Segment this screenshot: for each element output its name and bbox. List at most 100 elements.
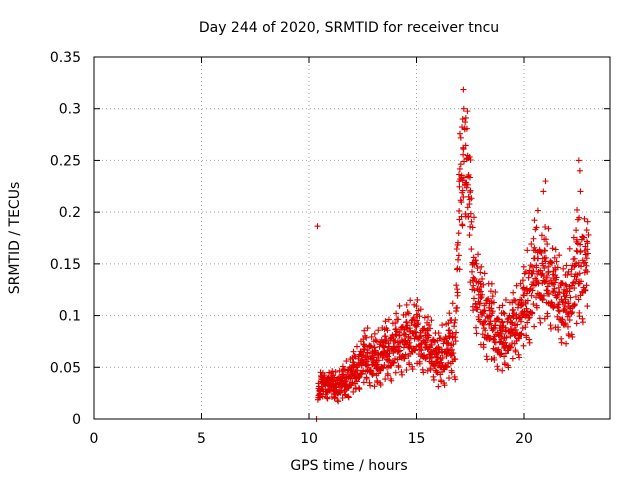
data-point xyxy=(530,268,537,275)
data-point xyxy=(530,235,537,242)
data-point xyxy=(482,327,489,334)
data-point xyxy=(472,257,479,264)
data-point xyxy=(584,218,591,225)
data-point xyxy=(406,359,413,366)
data-point xyxy=(403,318,410,325)
plot-frame xyxy=(93,56,611,420)
data-point xyxy=(555,301,562,308)
data-point xyxy=(498,336,505,343)
data-point xyxy=(421,314,428,321)
data-point xyxy=(475,251,482,258)
data-point xyxy=(390,360,397,367)
data-point xyxy=(533,224,540,231)
data-point xyxy=(354,367,361,374)
y-tick-label: 0.35 xyxy=(50,50,81,66)
data-point xyxy=(437,377,444,384)
data-point xyxy=(457,161,464,168)
data-point xyxy=(363,374,370,381)
data-point xyxy=(583,262,590,269)
data-point xyxy=(452,338,459,345)
data-point xyxy=(576,167,583,174)
data-point xyxy=(572,293,579,300)
data-point xyxy=(479,275,486,282)
data-point xyxy=(367,367,374,374)
data-point xyxy=(459,177,466,184)
data-point xyxy=(544,241,551,248)
data-point xyxy=(470,295,477,302)
data-point xyxy=(546,291,553,298)
y-tick-label: 0.2 xyxy=(59,205,81,221)
data-point xyxy=(397,347,404,354)
data-point xyxy=(458,199,465,206)
data-point xyxy=(571,263,578,270)
data-point xyxy=(404,309,411,316)
data-point xyxy=(576,214,583,221)
data-point xyxy=(499,302,506,309)
data-point xyxy=(548,259,555,266)
data-point xyxy=(529,287,536,294)
data-point xyxy=(424,367,431,374)
data-point xyxy=(464,204,471,211)
data-point xyxy=(477,269,484,276)
data-point xyxy=(561,306,568,313)
data-point xyxy=(549,260,556,267)
data-point xyxy=(477,300,484,307)
data-point xyxy=(375,357,382,364)
data-point xyxy=(491,354,498,361)
data-point xyxy=(573,320,580,327)
data-point xyxy=(428,341,435,348)
data-point xyxy=(363,358,370,365)
data-point xyxy=(416,313,423,320)
data-point xyxy=(441,382,448,389)
y-tick-label: 0.1 xyxy=(59,309,81,325)
data-point xyxy=(528,241,535,248)
data-point xyxy=(363,334,370,341)
data-point xyxy=(558,339,565,346)
data-point xyxy=(437,335,444,342)
data-point xyxy=(568,310,575,317)
data-point xyxy=(564,271,571,278)
data-point xyxy=(531,323,538,330)
data-point xyxy=(403,367,410,374)
data-point xyxy=(456,183,463,190)
data-point xyxy=(413,303,420,310)
data-point xyxy=(559,280,566,287)
data-point xyxy=(566,285,573,292)
data-point xyxy=(467,210,474,217)
data-point xyxy=(420,369,427,376)
data-point xyxy=(582,287,589,294)
data-point xyxy=(454,239,461,246)
data-point xyxy=(463,184,470,191)
data-point xyxy=(385,353,392,360)
data-point xyxy=(548,325,555,332)
data-point xyxy=(540,188,547,195)
data-point xyxy=(566,317,573,324)
data-point xyxy=(371,344,378,351)
data-point xyxy=(542,247,549,254)
data-point xyxy=(418,347,425,354)
data-point xyxy=(358,371,365,378)
data-point xyxy=(551,285,558,292)
data-point xyxy=(449,346,456,353)
data-point xyxy=(384,370,391,377)
data-point xyxy=(556,308,563,315)
data-point xyxy=(495,316,502,323)
data-point xyxy=(373,338,380,345)
data-point xyxy=(371,330,378,337)
data-point xyxy=(445,320,452,327)
data-point xyxy=(548,299,555,306)
data-point xyxy=(584,268,591,275)
data-point xyxy=(488,280,495,287)
data-point xyxy=(465,171,472,178)
data-point xyxy=(578,278,585,285)
data-point xyxy=(581,215,588,222)
data-point xyxy=(395,362,402,369)
data-point xyxy=(453,246,460,253)
data-point xyxy=(361,327,368,334)
data-point xyxy=(414,296,421,303)
data-point xyxy=(450,341,457,348)
chart-title: Day 244 of 2020, SRMTID for receiver tnc… xyxy=(199,20,499,36)
data-point xyxy=(498,318,505,325)
data-point xyxy=(505,364,512,371)
data-point xyxy=(544,287,551,294)
